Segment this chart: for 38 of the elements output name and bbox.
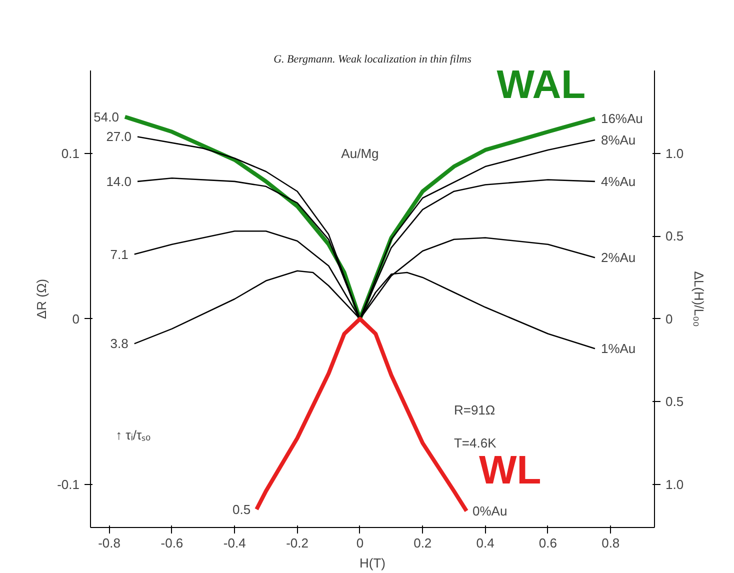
x-axis-title: H(T)	[360, 556, 386, 570]
series-label: 14.0	[106, 174, 132, 189]
y2-tick-label: 1.0	[666, 146, 684, 161]
annotation: WL	[479, 448, 542, 493]
x-tick-label: -0.8	[98, 536, 121, 550]
y2-tick-label: 1.0	[666, 476, 684, 492]
y2-tick-label: 0.5	[666, 394, 684, 410]
chart-title: G. Bergmann. Weak localization in thin films	[274, 54, 472, 66]
series-label: 27.0	[106, 129, 132, 144]
x-tick-label: -0.2	[286, 536, 309, 550]
x-tick-label: -0.4	[223, 536, 246, 550]
annotation: 0%Au	[472, 503, 508, 518]
annotation: 4%Au	[600, 174, 636, 189]
annotation: 16%Au	[600, 111, 643, 126]
y-tick-label: 0.1	[61, 146, 80, 161]
x-tick-label: 0.2	[414, 536, 432, 550]
y2-tick-label: 0.5	[666, 228, 684, 244]
series-label: 7.1	[110, 246, 128, 262]
y-tick-label: 0	[72, 311, 80, 326]
annotation: T=4.6K	[454, 436, 497, 451]
x-tick-label: 0.8	[602, 536, 620, 550]
y-axis-title: ΔR (Ω)	[34, 278, 50, 320]
annotation: 8%Au	[600, 132, 636, 148]
annotation: 1%Au	[600, 341, 636, 356]
x-tick-label: 0.6	[538, 536, 558, 550]
x-tick-label: 0	[356, 536, 364, 550]
annotation: R=91Ω	[454, 402, 496, 418]
y2-axis-title: ΔL(H)/L₀₀	[692, 271, 707, 327]
y2-tick-label: 0	[666, 311, 673, 326]
series-label: 3.8	[110, 336, 128, 352]
annotation: 2%Au	[600, 250, 636, 266]
series-label: 54.0	[94, 109, 119, 124]
annotation: ↑ τᵢ/τₛₒ	[116, 427, 151, 442]
series-label: 0.5	[232, 502, 251, 517]
x-tick-label: -0.6	[160, 536, 184, 550]
x-tick-label: 0.4	[476, 536, 494, 550]
annotation: Au/Mg	[341, 146, 379, 161]
y-tick-label: -0.1	[57, 476, 80, 492]
